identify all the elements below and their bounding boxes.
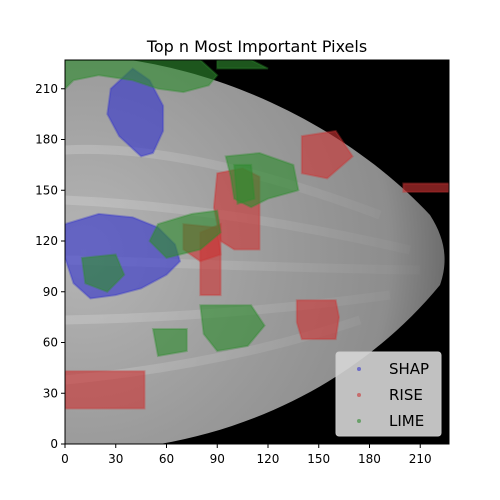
rise-region-6 [402, 182, 449, 193]
legend: SHAP RISE LIME [335, 351, 442, 437]
x-tick-label: 60 [159, 452, 174, 466]
lime-region-5 [80, 253, 126, 293]
plot-area [65, 60, 449, 444]
x-tick-label: 0 [61, 452, 69, 466]
y-tick-label: 120 [35, 234, 58, 248]
legend-label-shap: SHAP [389, 360, 429, 378]
y-tick-label: 150 [35, 183, 58, 197]
x-axis: 0 30 60 90 120 150 180 210 [61, 444, 432, 466]
rise-region-1 [65, 370, 146, 410]
x-tick-label: 180 [358, 452, 381, 466]
lime-region-2 [216, 60, 269, 70]
y-tick-label: 30 [43, 386, 58, 400]
y-tick-label: 90 [43, 285, 58, 299]
legend-marker-lime [357, 419, 361, 423]
chart-title: Top n Most Important Pixels [146, 37, 367, 56]
shap-region-2 [106, 67, 165, 158]
y-tick-label: 180 [35, 133, 58, 147]
x-tick-label: 120 [257, 452, 280, 466]
x-tick-label: 210 [409, 452, 432, 466]
x-tick-label: 150 [307, 452, 330, 466]
lime-region-7 [151, 328, 188, 358]
lime-region-4 [148, 209, 222, 260]
legend-box [335, 351, 442, 437]
legend-marker-shap [357, 367, 361, 371]
y-tick-label: 60 [43, 336, 58, 350]
x-tick-label: 90 [210, 452, 225, 466]
y-tick-label: 0 [50, 437, 58, 451]
rise-region-2 [295, 299, 341, 341]
y-tick-label: 210 [35, 82, 58, 96]
importance-regions [65, 60, 449, 410]
x-tick-label: 30 [108, 452, 123, 466]
rise-region-3 [300, 129, 354, 180]
lime-region-1 [65, 60, 219, 94]
lime-region-8 [233, 163, 256, 206]
lime-region-6 [199, 304, 266, 353]
legend-label-rise: RISE [389, 386, 423, 404]
legend-label-lime: LIME [389, 412, 424, 430]
plot-frame [64, 59, 450, 445]
legend-marker-rise [357, 393, 361, 397]
y-axis: 0 30 60 90 120 150 180 210 [35, 82, 65, 451]
